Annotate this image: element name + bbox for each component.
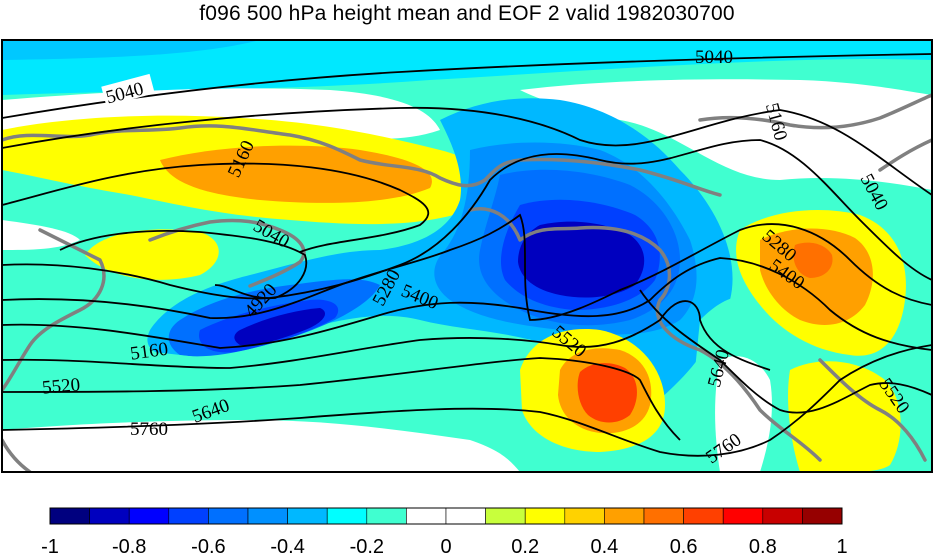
colorbar-cell <box>406 507 447 525</box>
colorbar-cell <box>485 507 526 525</box>
colorbar-cell <box>643 507 684 525</box>
colorbar-cell <box>683 507 724 525</box>
colorbar-tick-label: 0.8 <box>748 536 777 558</box>
colorbar-cell <box>208 507 249 525</box>
colorbar-tick-label: -0.6 <box>191 536 226 558</box>
colorbar-tick-label: 1 <box>836 536 848 558</box>
colorbar-cell <box>802 507 843 525</box>
contour-label: 5040 <box>695 47 733 68</box>
colorbar-cell <box>287 507 328 525</box>
contour-label: 5760 <box>130 419 168 440</box>
colorbar-cell <box>445 507 486 525</box>
contour-label: 5520 <box>41 374 81 398</box>
contour-label: 5160 <box>129 339 170 365</box>
colorbar-cell <box>762 507 803 525</box>
colorbar-cell <box>366 507 407 525</box>
chart-title: f096 500 hPa height mean and EOF 2 valid… <box>199 2 735 25</box>
colorbar-tick-label: 0.6 <box>669 536 698 558</box>
colorbar-cell <box>326 507 368 525</box>
colorbar-cell <box>604 507 645 525</box>
colorbar-cell <box>128 507 170 525</box>
colorbar-tick-label: -0.8 <box>111 536 147 558</box>
colorbar-tick-label: 0.2 <box>511 536 540 558</box>
colorbar-cell <box>722 507 764 525</box>
colorbar-cell <box>247 507 288 525</box>
colorbar-cell <box>168 507 209 525</box>
colorbar-tick-label: -0.2 <box>349 536 385 558</box>
colorbar-cell <box>49 507 90 525</box>
colorbar-tick-label: -0.4 <box>270 536 305 558</box>
colorbar-tick-label: 0 <box>440 536 452 558</box>
colorbar-cell <box>89 507 130 525</box>
colorbar-cell <box>524 507 566 525</box>
colorbar-tick-label: 0.4 <box>590 536 619 558</box>
colorbar-tick-label: -1 <box>41 536 59 558</box>
colorbar-cell <box>564 507 605 525</box>
